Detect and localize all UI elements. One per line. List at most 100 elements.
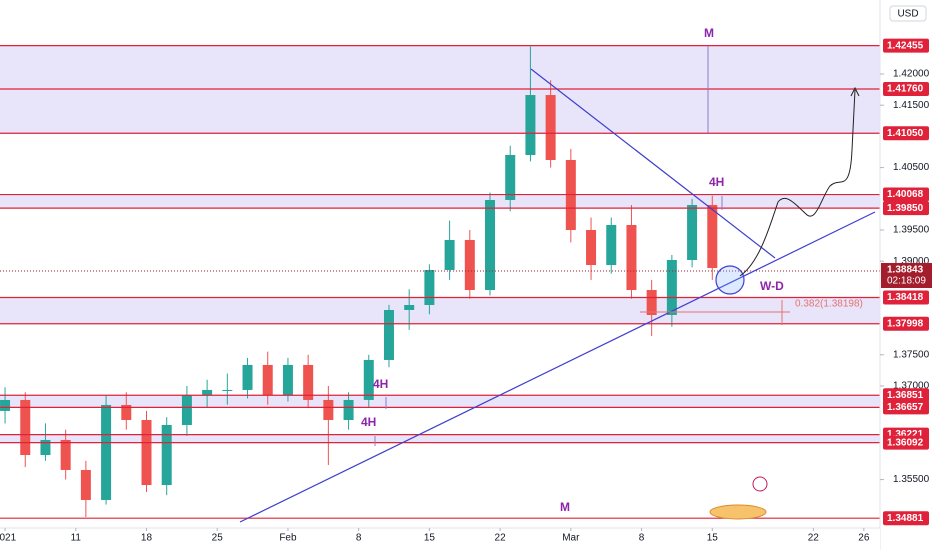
candle-body <box>707 204 718 268</box>
level-label: 1.36092 <box>887 437 924 448</box>
candle-body <box>40 439 51 455</box>
candle-body <box>303 364 314 400</box>
y-tick-label: 1.42000 <box>893 69 930 80</box>
candle-body <box>121 404 132 420</box>
candle-body <box>101 404 112 500</box>
currency-button[interactable] <box>889 5 927 22</box>
annotation: M <box>560 500 570 514</box>
candle-body <box>383 309 394 360</box>
annotation: 4H <box>709 175 724 189</box>
candle-body <box>464 239 475 291</box>
candle-body <box>202 389 213 395</box>
level-label-box <box>883 38 929 53</box>
x-tick-label: Mar <box>562 533 580 544</box>
candle-body <box>222 389 233 391</box>
annotation: M <box>704 26 714 40</box>
annotation: W-D <box>760 279 784 293</box>
zone <box>0 395 880 408</box>
level-label: 1.39850 <box>887 203 924 214</box>
x-tick-label: 22 <box>495 533 507 544</box>
level-label: 1.42455 <box>887 40 924 51</box>
annotation: 4H <box>361 415 376 429</box>
y-tick-label: 1.37500 <box>893 349 930 360</box>
level-label: 1.36221 <box>887 429 924 440</box>
y-tick-label: 1.35500 <box>893 474 930 485</box>
candle-body <box>404 304 415 310</box>
candle-body <box>626 225 637 291</box>
candle-body <box>545 95 556 160</box>
y-tick-label: 1.41500 <box>893 100 930 111</box>
x-tick-label: 22 <box>808 533 820 544</box>
level-label: 1.37998 <box>887 318 924 329</box>
x-tick-label: 18 <box>141 533 153 544</box>
y-tick-label: 1.39500 <box>893 225 930 236</box>
countdown: 02:18:09 <box>887 276 926 287</box>
x-tick-label: 8 <box>639 533 645 544</box>
level-label-box <box>883 316 929 331</box>
annotation: 4H <box>373 377 388 391</box>
candle-body <box>666 260 677 315</box>
x-tick-label: 25 <box>212 533 224 544</box>
candle-body <box>242 364 253 390</box>
candle-body <box>485 199 496 291</box>
level-label: 1.38418 <box>887 292 924 303</box>
candle-body <box>424 269 435 305</box>
event-icon[interactable] <box>752 476 768 492</box>
zone <box>0 434 880 443</box>
candle-body <box>181 394 192 425</box>
candle-body <box>586 229 597 265</box>
zone <box>0 297 880 324</box>
x-tick-label: 8 <box>356 533 362 544</box>
x-tick-label: 11 <box>71 533 82 544</box>
level-label-box <box>883 388 929 403</box>
currency[interactable]: USD <box>897 9 918 20</box>
x-tick-label: 2021 <box>0 533 17 544</box>
x-tick-label: Feb <box>279 533 297 544</box>
candle-body <box>687 204 698 261</box>
candle-body <box>282 364 293 395</box>
x-tick-label: 15 <box>707 533 719 544</box>
level-label: 1.41760 <box>887 84 924 95</box>
level-label-box <box>883 187 929 202</box>
candle-body <box>262 364 273 395</box>
level-label-box <box>883 81 929 96</box>
trend-line-down <box>530 68 776 259</box>
level-label-box <box>883 290 929 305</box>
level-label: 1.34881 <box>887 513 924 524</box>
candle-body <box>161 424 172 486</box>
x-tick-label: 15 <box>424 533 436 544</box>
candle-body <box>20 399 31 455</box>
highlight-circle <box>715 265 745 295</box>
projection-path <box>739 89 856 277</box>
candle-body <box>606 225 617 265</box>
level-label-box <box>883 201 929 216</box>
candle-body <box>343 399 354 420</box>
level-label-box <box>883 511 929 526</box>
trend-line-up <box>239 211 876 523</box>
event-icon[interactable] <box>709 504 767 520</box>
time-axis <box>0 528 880 550</box>
zone <box>0 194 880 209</box>
candle-body <box>141 419 152 486</box>
candle-body <box>505 154 516 200</box>
candle-body <box>60 439 71 470</box>
arrow-head <box>850 86 860 97</box>
fib-label: 0.382(1.38198) <box>795 299 863 310</box>
axis-labels: 1.42000 1.41500 1.40500 1.39500 1.39000 1.375… <box>0 38 932 544</box>
y-tick-label: 1.37000 <box>893 381 930 392</box>
candles <box>0 46 718 518</box>
level-label-box <box>883 400 929 415</box>
candle-body <box>444 239 455 270</box>
candle-body <box>363 359 374 400</box>
level-label-box <box>883 126 929 141</box>
level-label-box <box>883 435 929 450</box>
candle-body <box>525 95 536 155</box>
candle-body <box>0 399 11 411</box>
current-price-box <box>881 262 932 288</box>
level-label: 1.36851 <box>887 390 924 401</box>
level-label: 1.41050 <box>887 128 924 139</box>
level-label: 1.36657 <box>887 402 924 413</box>
candle-body <box>646 290 657 315</box>
candle-body <box>323 399 334 420</box>
